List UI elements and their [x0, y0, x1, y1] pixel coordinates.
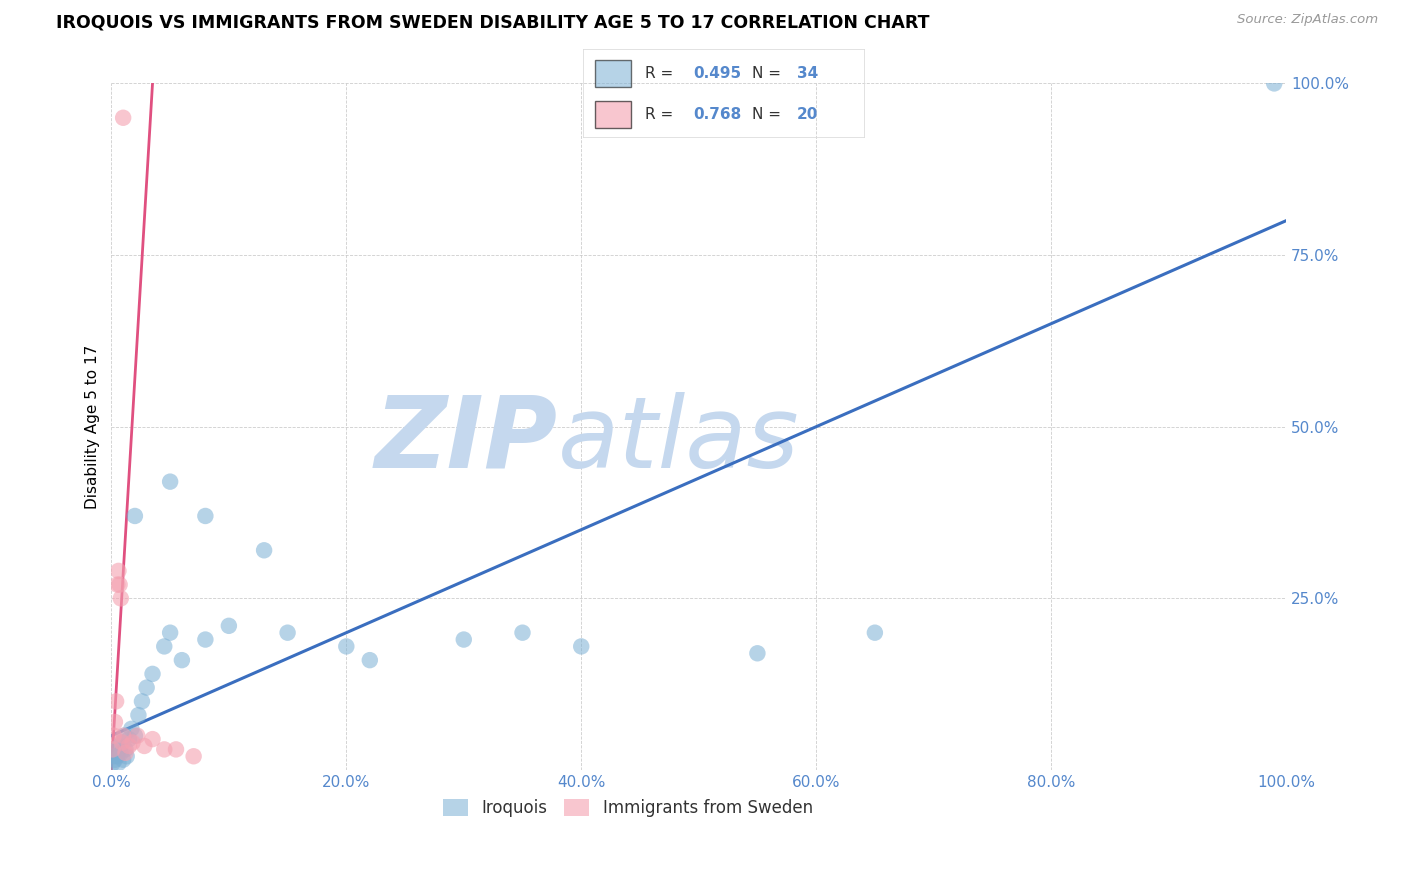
Point [105, 742, 128, 756]
Point [141, 666, 163, 681]
Point [253, 543, 276, 558]
Point [103, 749, 125, 764]
Text: 0.495: 0.495 [693, 66, 741, 80]
Point [112, 729, 135, 743]
Point [183, 749, 205, 764]
Point [112, 111, 135, 125]
Point [101, 742, 124, 756]
Point [335, 640, 357, 654]
Point [118, 739, 141, 753]
Point [110, 591, 132, 606]
Point [114, 746, 136, 760]
Point [159, 625, 181, 640]
Point [104, 714, 127, 729]
Point [108, 739, 131, 753]
Text: ZIP: ZIP [375, 392, 558, 489]
Point [512, 625, 534, 640]
Point [124, 508, 146, 523]
FancyBboxPatch shape [595, 101, 631, 128]
Point [105, 577, 128, 591]
Point [120, 722, 142, 736]
Point [218, 619, 240, 633]
Point [107, 756, 129, 771]
Point [118, 732, 141, 747]
Point [135, 681, 157, 695]
Y-axis label: Disability Age 5 to 17: Disability Age 5 to 17 [86, 344, 100, 508]
Point [569, 640, 592, 654]
Point [141, 732, 163, 747]
Point [127, 708, 149, 723]
Point [101, 756, 124, 771]
Point [747, 646, 769, 660]
Point [107, 564, 129, 578]
Point [112, 729, 135, 743]
Text: N =: N = [752, 66, 786, 80]
Point [105, 749, 128, 764]
Point [114, 742, 136, 756]
Text: N =: N = [752, 107, 786, 121]
Point [112, 753, 135, 767]
Point [121, 735, 143, 749]
Point [111, 735, 134, 749]
Point [194, 632, 217, 647]
Text: R =: R = [645, 107, 679, 121]
Point [127, 729, 149, 743]
Point [108, 577, 131, 591]
Point [159, 475, 181, 489]
Point [170, 653, 193, 667]
Point [111, 735, 134, 749]
Point [277, 625, 299, 640]
Point [153, 742, 176, 756]
Point [359, 653, 381, 667]
FancyBboxPatch shape [595, 60, 631, 87]
Text: R =: R = [645, 66, 679, 80]
Point [863, 625, 886, 640]
Point [153, 640, 176, 654]
Point [105, 694, 128, 708]
Text: atlas: atlas [558, 392, 800, 489]
Text: 0.768: 0.768 [693, 107, 741, 121]
Text: 20: 20 [797, 107, 818, 121]
Point [131, 694, 153, 708]
Point [134, 739, 156, 753]
Point [194, 508, 217, 523]
Point [124, 729, 146, 743]
Text: 34: 34 [797, 66, 818, 80]
Point [103, 729, 125, 743]
Text: Source: ZipAtlas.com: Source: ZipAtlas.com [1237, 13, 1378, 27]
Point [104, 753, 127, 767]
Point [115, 749, 138, 764]
Point [453, 632, 475, 647]
Legend: Iroquois, Immigrants from Sweden: Iroquois, Immigrants from Sweden [437, 792, 820, 823]
Point [165, 742, 187, 756]
Point [110, 746, 132, 760]
Text: IROQUOIS VS IMMIGRANTS FROM SWEDEN DISABILITY AGE 5 TO 17 CORRELATION CHART: IROQUOIS VS IMMIGRANTS FROM SWEDEN DISAB… [56, 13, 929, 31]
Point [1263, 77, 1285, 91]
